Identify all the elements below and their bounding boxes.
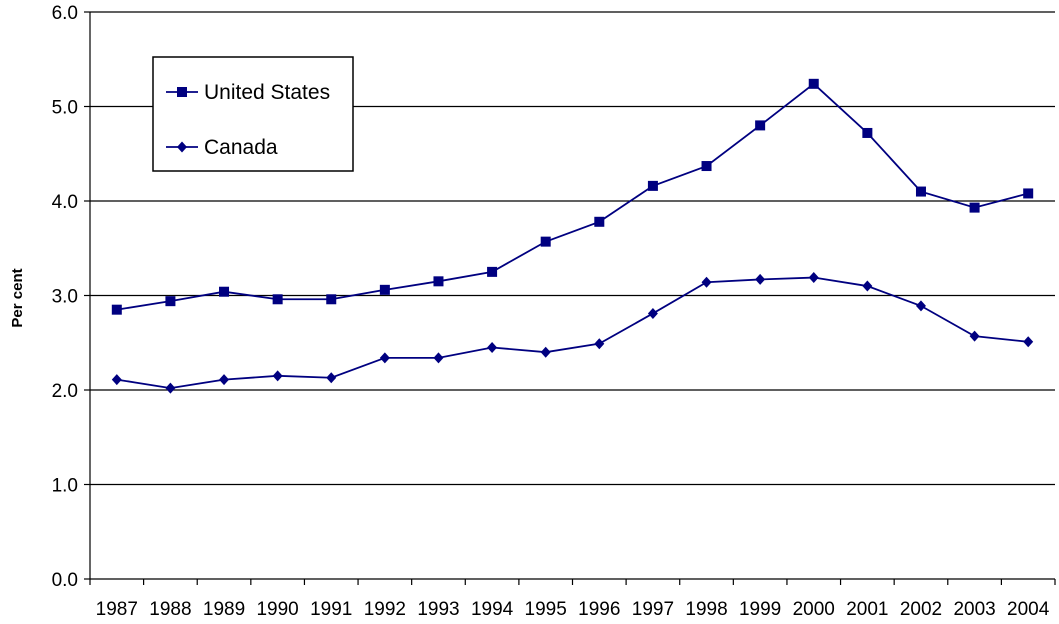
data-point-canada	[433, 352, 444, 364]
y-tick-label: 2.0	[52, 381, 78, 402]
axes	[84, 11, 1056, 585]
legend-item-united-states: United States	[166, 81, 330, 104]
x-tick-label: 2000	[793, 599, 835, 620]
legend-label: United States	[204, 81, 330, 104]
legend: United States Canada	[152, 56, 354, 172]
x-tick-label: 1987	[96, 599, 138, 620]
x-tick-label: 1996	[578, 599, 620, 620]
data-point-canada	[540, 346, 551, 358]
x-tick-label: 1990	[256, 599, 298, 620]
data-point-canada	[272, 370, 283, 382]
legend-marker	[177, 141, 187, 153]
data-point-canada	[647, 307, 658, 319]
series-line-united-states	[116, 82, 1029, 311]
x-tick-label: 1993	[417, 599, 459, 620]
series-united-states	[111, 78, 1034, 315]
y-tick-label: 4.0	[52, 192, 78, 213]
x-tick-labels: 1987 1988 1989 1990 1991 1992 1993 1994 1995 1996…	[96, 599, 1050, 620]
data-point-united-states	[272, 294, 283, 305]
data-point-united-states	[862, 127, 873, 138]
data-point-united-states	[594, 216, 605, 227]
data-point-canada	[326, 372, 337, 384]
y-tick-label: 6.0	[52, 3, 78, 24]
data-point-united-states	[969, 202, 980, 213]
data-point-united-states	[165, 296, 176, 307]
y-tick-labels: 0.0 1.0 2.0 3.0 4.0 5.0 6.0	[52, 3, 78, 591]
x-tick-label: 1995	[525, 599, 567, 620]
x-tick-label: 2003	[953, 599, 995, 620]
y-tick-label: 3.0	[52, 287, 78, 308]
data-point-united-states	[219, 286, 230, 297]
series-lines	[111, 78, 1034, 394]
data-point-united-states	[701, 161, 712, 172]
data-point-united-states	[540, 236, 551, 247]
legend-item-canada: Canada	[166, 136, 278, 159]
data-point-canada	[808, 272, 819, 284]
series-canada	[111, 272, 1034, 394]
data-point-canada	[487, 341, 498, 353]
legend-box	[152, 56, 354, 172]
data-point-canada	[219, 374, 230, 386]
y-tick-label: 5.0	[52, 98, 78, 119]
data-point-united-states	[1023, 188, 1034, 199]
x-tick-label: 1991	[310, 599, 352, 620]
x-tick-label: 1994	[471, 599, 514, 620]
legend-marker	[177, 87, 187, 97]
x-tick-label: 1992	[364, 599, 406, 620]
data-point-united-states	[326, 294, 337, 305]
data-point-united-states	[379, 284, 390, 295]
y-axis-label: Per cent	[9, 268, 26, 327]
x-tick-label: 2002	[900, 599, 942, 620]
data-point-united-states	[915, 186, 926, 197]
data-point-united-states	[111, 304, 122, 315]
legend-label: Canada	[204, 136, 278, 159]
x-tick-label: 1989	[203, 599, 245, 620]
data-point-canada	[862, 280, 873, 292]
data-point-canada	[111, 374, 122, 386]
data-point-united-states	[433, 276, 444, 287]
x-tick-label: 1999	[739, 599, 781, 620]
data-point-canada	[594, 338, 605, 350]
data-point-united-states	[755, 120, 766, 131]
data-point-united-states	[487, 266, 498, 277]
data-point-canada	[165, 382, 176, 394]
x-tick-label: 1997	[632, 599, 674, 620]
data-point-canada	[379, 352, 390, 364]
data-point-canada	[1023, 336, 1034, 348]
x-tick-label: 1998	[685, 599, 727, 620]
x-tick-label: 2004	[1007, 599, 1050, 620]
data-point-canada	[755, 273, 766, 285]
x-tick-label: 2001	[846, 599, 888, 620]
data-point-canada	[915, 300, 926, 312]
y-tick-label: 0.0	[52, 570, 78, 591]
data-point-canada	[701, 276, 712, 288]
data-point-united-states	[647, 180, 658, 191]
y-tick-label: 1.0	[52, 476, 78, 497]
series-line-canada	[116, 276, 1029, 390]
data-point-united-states	[808, 78, 819, 89]
data-point-canada	[969, 330, 980, 342]
x-tick-label: 1988	[149, 599, 191, 620]
